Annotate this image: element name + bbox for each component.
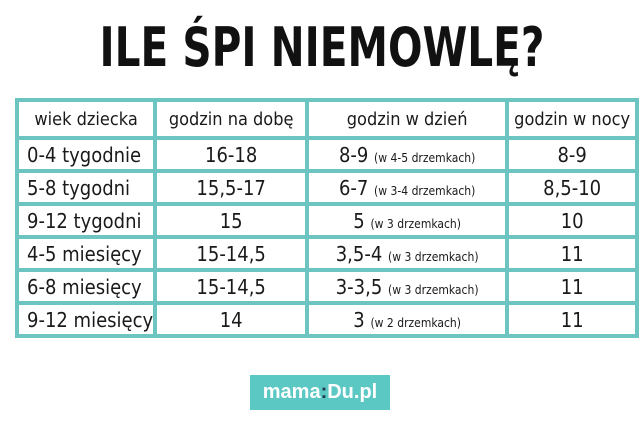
table-cell: 0-4 tygodnie (14, 136, 158, 173)
cell-note: (w 4-5 drzemkach) (374, 150, 476, 165)
column-header: godzin w nocy (505, 98, 640, 140)
cell-note: (w 3 drzemkach) (388, 282, 479, 297)
table-cell: 14 (153, 301, 310, 338)
table-cell: 5-8 tygodni (14, 169, 158, 206)
cell-note: (w 3-4 drzemkach) (374, 183, 476, 198)
table-cell: 3,5-4 (w 3 drzemkach) (305, 235, 510, 272)
cell-value: 6-7 (338, 175, 369, 200)
sleep-table: wiek dziecka godzin na dobę godzin w dzień… (14, 98, 640, 338)
table-row: 0-4 tygodnie 16-18 8-9 (w 4-5 drzemkach) 8-… (14, 136, 640, 173)
header-row: wiek dziecka godzin na dobę godzin w dzień… (14, 98, 640, 140)
table-cell: 11 (505, 301, 640, 338)
cell-note: (w 3 drzemkach) (388, 249, 479, 264)
title-area: ILE ŚPI NIEMOWLĘ? (100, 16, 545, 79)
column-header: wiek dziecka (14, 98, 158, 140)
table-row: 6-8 miesięcy 15-14,5 3-3,5 (w 3 drzemkach)… (14, 268, 640, 305)
table-cell: 3-3,5 (w 3 drzemkach) (305, 268, 510, 305)
table-cell: 8,5-10 (505, 169, 640, 206)
table-cell: 16-18 (153, 136, 310, 173)
cell-value: 3-3,5 (335, 274, 383, 299)
logo-part: : (320, 381, 328, 403)
cell-value: 8-9 (338, 142, 369, 167)
cell-value: 3 (353, 307, 365, 332)
column-header: godzin na dobę (153, 98, 310, 140)
table-row: 4-5 miesięcy 15-14,5 3,5-4 (w 3 drzemkach)… (14, 235, 640, 272)
table-cell: 3 (w 2 drzemkach) (305, 301, 510, 338)
table-cell: 15 (153, 202, 310, 239)
table-cell: 6-7 (w 3-4 drzemkach) (305, 169, 510, 206)
column-header: godzin w dzień (305, 98, 510, 140)
table-row: 5-8 tygodni 15,5-17 6-7 (w 3-4 drzemkach) 8… (14, 169, 640, 206)
table-row: 9-12 tygodni 15 5 (w 3 drzemkach) 10 (14, 202, 640, 239)
table-cell: 15,5-17 (153, 169, 310, 206)
title: ILE ŚPI NIEMOWLĘ? (100, 16, 545, 79)
cell-value: 5 (353, 208, 365, 233)
logo-part: mama (262, 381, 321, 403)
table-cell: 4-5 miesięcy (14, 235, 158, 272)
logo-part: Du.pl (327, 381, 378, 403)
table-row: 9-12 miesięcy 14 3 (w 2 drzemkach) 11 (14, 301, 640, 338)
cell-note: (w 3 drzemkach) (370, 216, 461, 231)
table-cell: 10 (505, 202, 640, 239)
cell-value: 3,5-4 (335, 241, 383, 266)
table-cell: 8-9 (w 4-5 drzemkach) (305, 136, 510, 173)
table-cell: 15-14,5 (153, 235, 310, 272)
table-cell: 11 (505, 235, 640, 272)
cell-note: (w 2 drzemkach) (370, 315, 461, 330)
table-cell: 11 (505, 268, 640, 305)
logo: mama: Du.pl (250, 375, 390, 410)
table-cell: 8-9 (505, 136, 640, 173)
table-cell: 9-12 tygodni (14, 202, 158, 239)
table-cell: 5 (w 3 drzemkach) (305, 202, 510, 239)
table-cell: 15-14,5 (153, 268, 310, 305)
table-cell: 9-12 miesięcy (14, 301, 158, 338)
table-cell: 6-8 miesięcy (14, 268, 158, 305)
